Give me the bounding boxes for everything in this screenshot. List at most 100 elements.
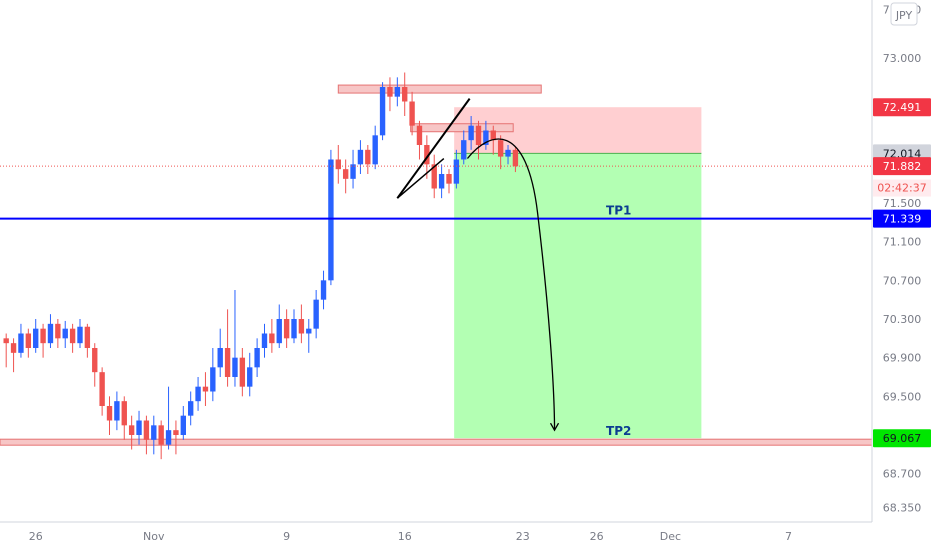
price-label-bg — [873, 98, 931, 117]
candle-body — [468, 125, 474, 141]
candle-body — [387, 87, 393, 97]
currency-badge[interactable] — [890, 2, 918, 26]
candle-body — [121, 401, 127, 426]
candle-body — [365, 149, 371, 165]
price-label: 69.067 — [873, 429, 931, 448]
candle-body — [505, 149, 511, 157]
y-tick-label: 70.300 — [883, 313, 922, 326]
candle-body — [84, 326, 91, 348]
candle-body — [10, 343, 17, 353]
candle-body — [210, 367, 216, 392]
candle-body — [483, 130, 489, 145]
x-tick-label: 9 — [283, 530, 290, 543]
candle-body — [128, 425, 135, 435]
support-zone — [0, 438, 873, 446]
candle-body — [92, 348, 98, 373]
price-label-text: 71.882 — [883, 160, 922, 173]
zones-layer — [0, 84, 873, 446]
candle-body — [342, 169, 349, 179]
candle-body — [335, 159, 341, 170]
candle-body — [202, 386, 209, 392]
x-tick-label: 16 — [398, 530, 412, 543]
candle-body — [188, 401, 194, 416]
candle-body — [195, 386, 201, 402]
candle-body — [217, 348, 223, 368]
y-tick-label: 71.500 — [883, 197, 922, 210]
candle-body — [402, 87, 408, 102]
candle-body — [276, 319, 282, 344]
candle-body — [357, 149, 364, 165]
price-label-bg — [873, 209, 931, 228]
projection-arrowhead — [549, 422, 560, 432]
candle-body — [239, 357, 246, 387]
x-tick-label: Nov — [143, 530, 165, 543]
candle-body — [47, 323, 54, 344]
resistance-box-top — [337, 84, 542, 94]
candle-body — [461, 140, 467, 160]
candle-body — [453, 159, 460, 184]
candle-body — [165, 430, 172, 445]
x-tick-label: 26 — [590, 530, 604, 543]
candle-body — [106, 406, 113, 421]
tp2-label: TP2 — [606, 424, 631, 438]
y-tick-label: 71.100 — [883, 236, 922, 249]
candle-body — [261, 333, 268, 348]
candle-body — [283, 319, 290, 339]
candle-body — [269, 333, 275, 344]
candle-body — [158, 425, 164, 445]
tp1-label: TP1 — [606, 204, 631, 218]
candle-body — [512, 149, 519, 167]
time-axis[interactable]: 26 Nov 9 16 23 26 Dec 7 — [0, 521, 932, 550]
candle-body — [33, 328, 39, 348]
price-label-bg — [873, 429, 931, 448]
x-tick-label: 7 — [785, 530, 792, 543]
candle-body — [328, 159, 334, 281]
candle-body — [173, 430, 179, 435]
candle-body — [99, 372, 105, 406]
x-tick-label: Dec — [660, 530, 681, 543]
wedge-lower-line — [396, 157, 445, 199]
x-tick-label: 26 — [29, 530, 43, 543]
y-tick-label: 73.000 — [883, 52, 922, 65]
countdown-bg — [873, 179, 931, 197]
candle-body — [313, 299, 319, 329]
candle-body — [254, 348, 260, 368]
x-tick-label: 23 — [516, 530, 530, 543]
candle-body — [18, 333, 24, 353]
candle-body — [114, 401, 120, 421]
currency-label: JPY — [895, 9, 913, 22]
candle-body — [298, 319, 305, 334]
candle-body — [446, 174, 452, 184]
candle-body — [25, 333, 32, 348]
candle-body — [350, 164, 356, 179]
candle-body — [490, 130, 496, 141]
candle-body — [77, 326, 83, 344]
price-label-text: 71.339 — [883, 213, 922, 226]
projection-arrow — [466, 138, 556, 431]
price-label-text: 69.067 — [883, 432, 922, 445]
y-tick-label: 68.350 — [883, 502, 922, 515]
candle-body — [438, 174, 445, 189]
candle-body — [55, 323, 61, 339]
candle-body — [306, 328, 312, 334]
candle-body — [247, 367, 253, 387]
wedge-upper-line — [396, 98, 471, 199]
resistance-box-small — [410, 123, 514, 133]
y-tick-label: 70.700 — [883, 274, 922, 287]
countdown-text: 02:42:37 — [877, 182, 926, 195]
price-axis[interactable]: 73.50073.00071.50071.10070.70070.30069.9… — [871, 0, 932, 522]
candle-body — [416, 125, 423, 145]
candle-body — [62, 328, 68, 339]
y-tick-label: 68.700 — [883, 468, 922, 481]
candle-body — [497, 140, 504, 157]
overlays-layer: TP1 TP2 — [0, 98, 872, 438]
price-label: 72.491 — [873, 98, 931, 117]
candle-body — [291, 319, 297, 339]
price-label: 71.339 — [873, 209, 931, 228]
candle-body — [40, 328, 46, 344]
candles-layer — [3, 72, 519, 460]
candle-body — [3, 338, 9, 344]
candle-body — [69, 328, 76, 344]
